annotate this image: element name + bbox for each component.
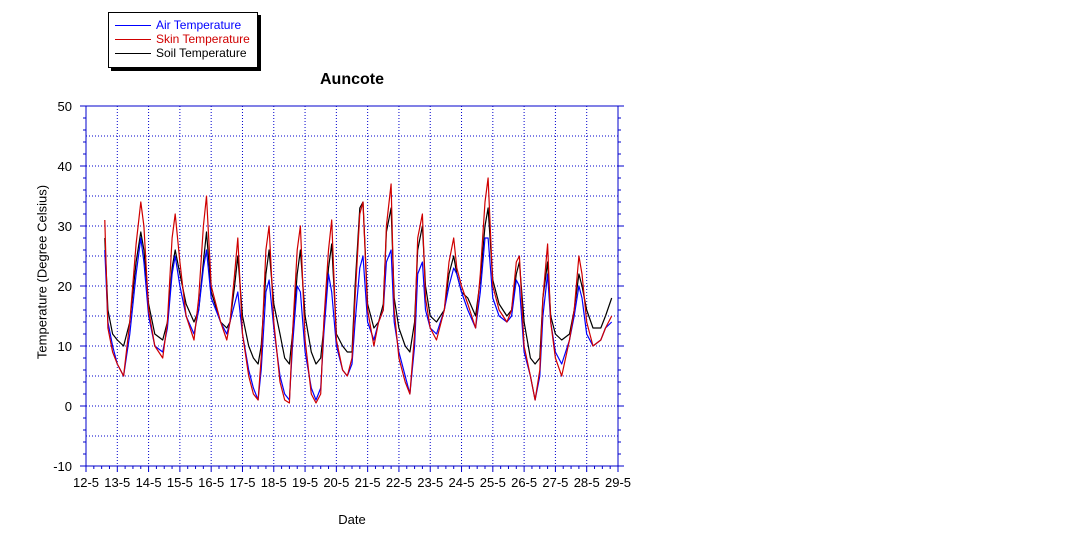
x-tick-label: 23-5 bbox=[417, 475, 443, 490]
series-line-air-temperature bbox=[104, 237, 613, 401]
legend-swatch-air bbox=[115, 24, 151, 26]
series-lines bbox=[104, 177, 613, 404]
x-axis-tick-labels: 12-5 13-5 14-5 15-5 16-5 17-5 18-5 19-5 20-5 21-5… bbox=[73, 475, 631, 490]
x-tick-label: 24-5 bbox=[449, 475, 475, 490]
x-tick-label: 15-5 bbox=[167, 475, 193, 490]
y-tick-label: 20 bbox=[58, 279, 72, 294]
x-tick-label: 22-5 bbox=[386, 475, 412, 490]
legend-label-air: Air Temperature bbox=[156, 18, 242, 32]
x-tick-label: 14-5 bbox=[136, 475, 162, 490]
y-axis-tick-labels: 50 40 30 20 10 0 -10 bbox=[53, 99, 72, 474]
x-axis-title: Date bbox=[338, 512, 366, 527]
x-tick-label: 16-5 bbox=[198, 475, 224, 490]
x-tick-label: 25-5 bbox=[480, 475, 506, 490]
x-tick-label: 18-5 bbox=[261, 475, 287, 490]
plot-area-frame bbox=[85, 105, 619, 467]
x-tick-label: 19-5 bbox=[292, 475, 318, 490]
x-tick-label: 12-5 bbox=[73, 475, 99, 490]
y-tick-label: 30 bbox=[58, 219, 72, 234]
series-line-soil-temperature bbox=[104, 201, 613, 365]
series-line-skin-temperature bbox=[104, 177, 613, 404]
axis-ticks bbox=[80, 105, 624, 472]
x-tick-label: 26-5 bbox=[511, 475, 537, 490]
x-tick-label: 28-5 bbox=[574, 475, 600, 490]
legend-swatch-skin bbox=[115, 38, 151, 40]
x-tick-label: 20-5 bbox=[323, 475, 349, 490]
legend-item-skin: Skin Temperature bbox=[115, 32, 250, 46]
y-tick-label: -10 bbox=[53, 459, 72, 474]
x-tick-label: 13-5 bbox=[104, 475, 130, 490]
y-tick-label: 10 bbox=[58, 339, 72, 354]
legend-item-air: Air Temperature bbox=[115, 18, 241, 32]
legend-label-soil: Soil Temperature bbox=[156, 46, 247, 60]
y-tick-label: 50 bbox=[58, 99, 72, 114]
legend: Air Temperature Skin Temperature Soil Te… bbox=[108, 12, 258, 68]
chart-title: Auncote bbox=[320, 71, 384, 88]
x-tick-label: 29-5 bbox=[605, 475, 631, 490]
x-tick-label: 21-5 bbox=[355, 475, 381, 490]
legend-label-skin: Skin Temperature bbox=[156, 32, 250, 46]
legend-item-soil: Soil Temperature bbox=[115, 46, 247, 60]
y-tick-label: 0 bbox=[65, 399, 72, 414]
y-tick-label: 40 bbox=[58, 159, 72, 174]
x-tick-label: 17-5 bbox=[229, 475, 255, 490]
legend-swatch-soil bbox=[115, 52, 151, 54]
grid bbox=[86, 106, 618, 466]
y-axis-title: Temperature (Degree Celsius) bbox=[34, 184, 50, 360]
x-tick-label: 27-5 bbox=[542, 475, 568, 490]
